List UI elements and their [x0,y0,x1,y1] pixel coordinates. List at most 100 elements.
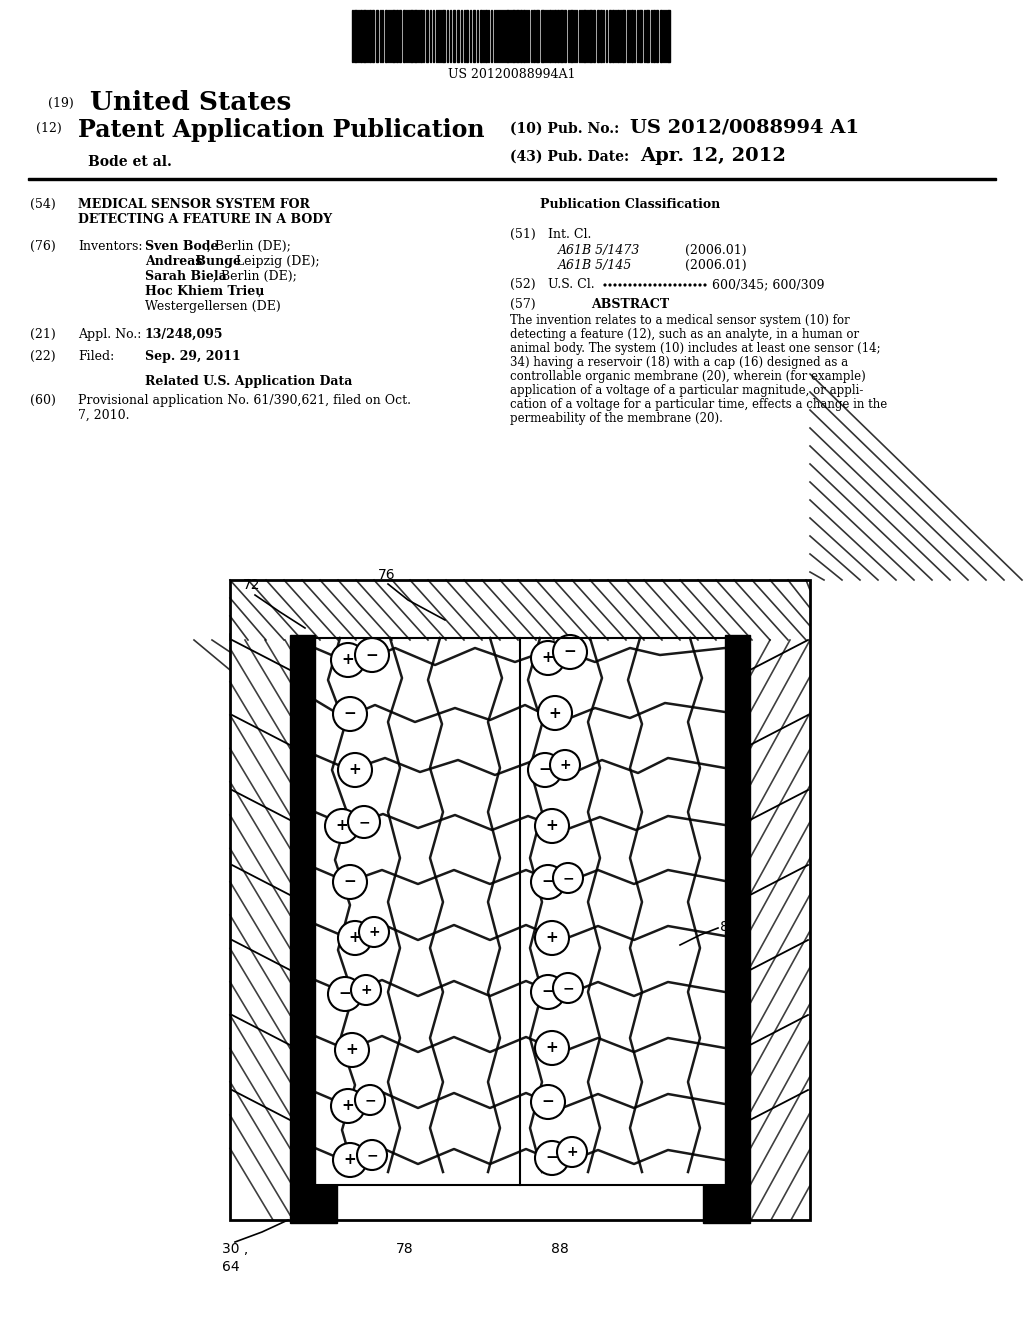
Text: Publication Classification: Publication Classification [540,198,720,211]
Circle shape [699,284,700,286]
Circle shape [553,863,583,894]
Circle shape [531,642,565,675]
Bar [426,11,428,62]
Text: ABSTRACT: ABSTRACT [591,298,669,312]
Circle shape [553,973,583,1003]
Circle shape [659,284,660,286]
Text: +: + [546,818,558,833]
Circle shape [338,921,372,954]
Bar [653,11,655,62]
Text: +: + [348,763,361,777]
Circle shape [557,1137,587,1167]
Bar [403,11,406,62]
Text: +: + [559,758,570,772]
Bar [554,11,556,62]
Circle shape [535,921,569,954]
Text: application of a voltage of a particular magnitude, or appli-: application of a voltage of a particular… [510,384,863,397]
Text: +: + [336,818,348,833]
Bar [667,11,670,62]
Bar [622,11,625,62]
Text: −: − [539,763,551,777]
Circle shape [355,1085,385,1115]
Bar [617,11,618,62]
Bar [523,11,525,62]
Text: Bode et al.: Bode et al. [88,154,172,169]
Text: Apr. 12, 2012: Apr. 12, 2012 [640,147,785,165]
Circle shape [359,917,389,946]
Text: +: + [342,652,354,668]
Text: −: − [366,648,379,663]
Bar [639,11,642,62]
Circle shape [629,284,631,286]
Text: 7, 2010.: 7, 2010. [78,409,129,422]
Text: Patent Application Publication: Patent Application Publication [78,117,484,143]
Text: DETECTING A FEATURE IN A BODY: DETECTING A FEATURE IN A BODY [78,213,332,226]
Bar [549,11,551,62]
Text: −: − [563,644,577,660]
Circle shape [624,284,626,286]
Bar [703,1185,750,1224]
Circle shape [333,865,367,899]
Text: The invention relates to a medical sensor system (10) for: The invention relates to a medical senso… [510,314,850,327]
Text: +: + [549,705,561,721]
Circle shape [614,284,615,286]
Bar [369,11,371,62]
Circle shape [531,865,565,899]
Circle shape [355,638,389,672]
Text: −: − [562,871,573,884]
Text: +: + [566,1144,578,1159]
Bar [414,11,417,62]
Text: , Berlin (DE);: , Berlin (DE); [213,271,297,282]
Circle shape [351,975,381,1005]
Bar [534,11,535,62]
Text: 86: 86 [720,920,737,935]
Bar [392,11,395,62]
Bar [420,11,422,62]
Circle shape [604,284,606,286]
Text: A61B 5/145: A61B 5/145 [558,259,633,272]
Text: Andreas: Andreas [145,255,203,268]
Bar [631,11,633,62]
Bar [512,11,515,62]
Text: −: − [344,706,356,722]
Bar [362,11,366,62]
Text: 600/345; 600/309: 600/345; 600/309 [712,279,824,290]
Bar [372,11,374,62]
Text: 64: 64 [222,1261,240,1274]
Bar [28,178,996,180]
Text: (2006.01): (2006.01) [685,259,746,272]
Text: Sven Bode: Sven Bode [145,240,218,253]
Bar [660,11,662,62]
Bar [360,11,362,62]
Circle shape [333,1143,367,1177]
Text: US 2012/0088994 A1: US 2012/0088994 A1 [630,117,859,136]
Bar [597,11,599,62]
Text: −: − [542,874,554,890]
Bar [480,11,482,62]
Circle shape [338,752,372,787]
Text: Bunge: Bunge [191,255,241,268]
Bar [557,11,559,62]
Text: 72: 72 [243,578,260,591]
Circle shape [654,284,656,286]
Bar [410,11,413,62]
Bar [290,1185,337,1224]
Text: −: − [365,1093,376,1107]
Text: (54): (54) [30,198,55,211]
Circle shape [609,284,611,286]
Text: Related U.S. Application Data: Related U.S. Application Data [145,375,352,388]
Text: ,: , [258,285,262,298]
Bar [473,11,475,62]
Text: detecting a feature (12), such as an analyte, in a human or: detecting a feature (12), such as an ana… [510,327,859,341]
Text: (22): (22) [30,350,55,363]
Bar [399,11,401,62]
Text: Appl. No.:: Appl. No.: [78,327,141,341]
Text: (12): (12) [36,121,61,135]
Circle shape [531,1085,565,1119]
Circle shape [335,1034,369,1067]
Text: −: − [562,981,573,995]
Text: controllable organic membrane (20), wherein (for example): controllable organic membrane (20), wher… [510,370,865,383]
Bar [656,11,658,62]
Text: Int. Cl.: Int. Cl. [548,228,592,242]
Bar [570,11,573,62]
